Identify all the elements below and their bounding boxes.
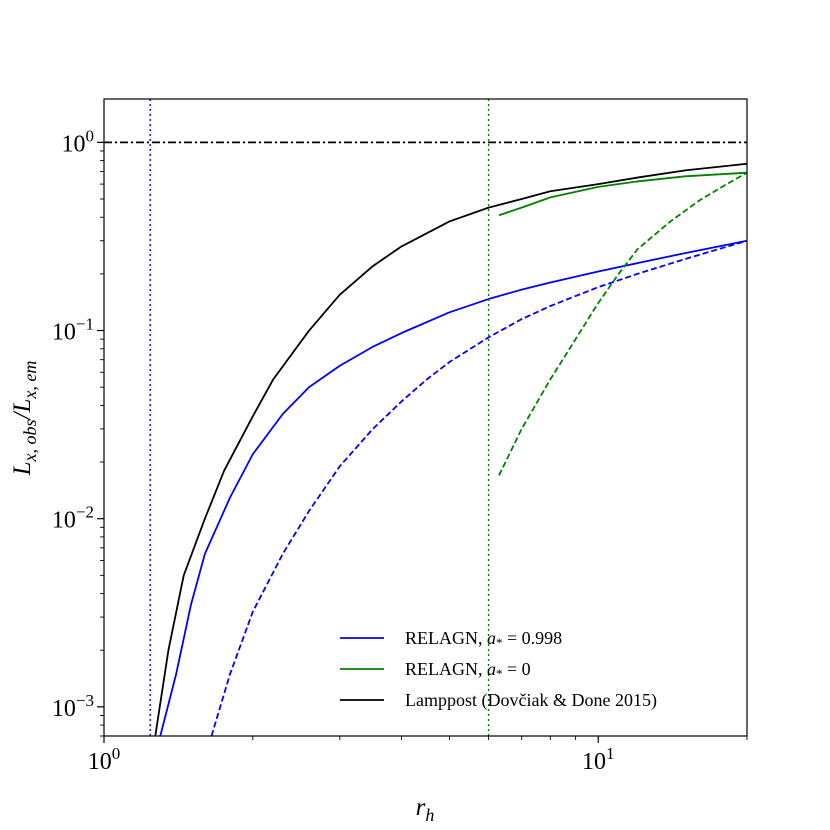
x-axis-label: rh: [416, 794, 435, 825]
legend-label-1: RELAGN, a* = 0: [405, 659, 531, 681]
y-tick-label-3: 100: [62, 126, 95, 157]
y-axis-label: Lx, obs/Lx, em: [9, 361, 40, 477]
legend-label-0: RELAGN, a* = 0.998: [405, 628, 562, 650]
y-tick-label-1: 10−2: [52, 503, 94, 534]
x-tick-label-1: 101: [582, 744, 615, 775]
series-line-3: [498, 171, 747, 476]
plot-frame: [103, 98, 748, 737]
y-tick-label-2: 10−1: [52, 315, 94, 346]
x-tick-label-0: 100: [88, 744, 121, 775]
series-layer: [104, 99, 747, 736]
series-line-2: [498, 171, 747, 217]
series-line-1: [210, 239, 747, 736]
y-tick-label-0: 10−3: [52, 691, 94, 722]
axis-layer: 100 101 10−3 10−2 10−1 100: [52, 126, 748, 775]
legend-label-2: Lamppost (Dovčiak & Done 2015): [405, 690, 657, 711]
series-line-4: [154, 162, 747, 736]
legend: RELAGN, a* = 0.998 RELAGN, a* = 0 Lamppost…: [340, 628, 657, 711]
series-line-0: [159, 239, 747, 736]
